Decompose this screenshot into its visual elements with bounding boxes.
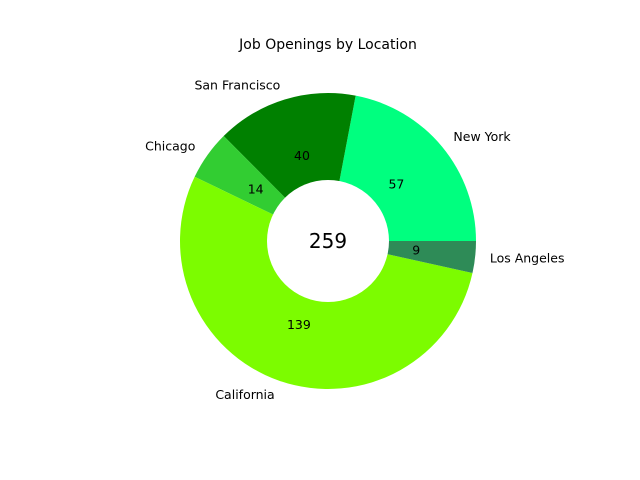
slice-value-california: 139 [287, 317, 311, 332]
chart-title: Job Openings by Location [238, 37, 417, 53]
slice-value-los-angeles: 9 [412, 243, 420, 258]
donut-hole [267, 180, 389, 302]
slice-value-new-york: 57 [388, 176, 404, 191]
slice-label-chicago: Chicago [145, 139, 195, 154]
labels-group: New York 57 San Francisco 40 Chicago 14 Califo… [145, 77, 564, 401]
slice-value-chicago: 14 [248, 182, 264, 197]
slice-label-san-francisco: San Francisco [194, 77, 280, 92]
slice-label-los-angeles: Los Angeles [490, 251, 565, 266]
slice-label-new-york: New York [453, 129, 511, 144]
slice-label-california: California [215, 387, 274, 402]
center-total-label: 259 [309, 229, 347, 253]
slice-value-san-francisco: 40 [294, 148, 310, 163]
